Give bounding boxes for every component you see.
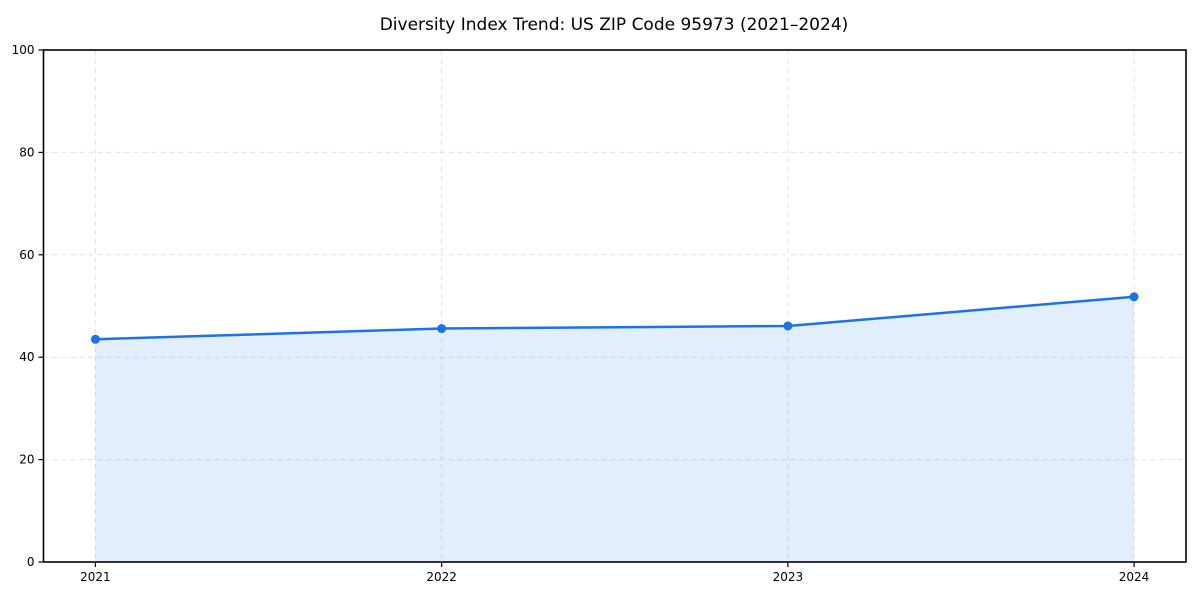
trend-line (94, 295, 1136, 341)
data-points (90, 292, 1139, 344)
y-tick-label: 100 (12, 43, 35, 57)
y-tick-label: 40 (19, 350, 34, 364)
x-tick-label: 2023 (773, 570, 804, 584)
chart-title: Diversity Index Trend: US ZIP Code 95973… (380, 15, 849, 35)
data-point-marker (90, 334, 100, 344)
data-point-marker (1129, 292, 1139, 302)
x-tick-label: 2021 (80, 570, 111, 584)
x-axis: 2021 2022 2023 2024 (80, 562, 1149, 584)
area-fill (95, 296, 1135, 562)
x-tick-label: 2024 (1119, 570, 1150, 584)
y-axis: 0 20 40 60 80 100 (12, 43, 44, 569)
x-tick-label: 2022 (426, 570, 457, 584)
y-tick-label: 60 (19, 248, 34, 262)
data-point-marker (783, 321, 793, 331)
data-point-marker (437, 324, 447, 334)
plot-border (42, 49, 1187, 563)
gridlines (43, 50, 1186, 562)
y-tick-label: 20 (19, 453, 34, 467)
y-tick-label: 80 (19, 145, 34, 159)
y-tick-label: 0 (27, 555, 35, 569)
